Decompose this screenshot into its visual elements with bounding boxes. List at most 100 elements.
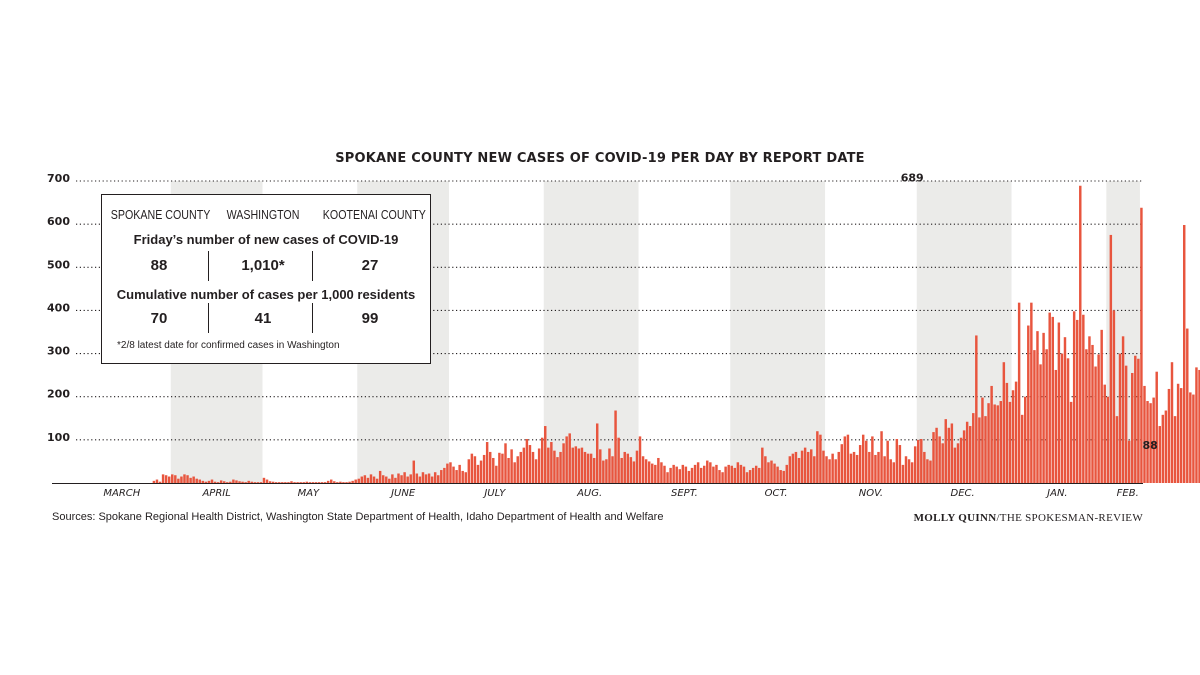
bar	[956, 443, 960, 483]
bar	[926, 459, 929, 483]
bar	[326, 480, 330, 483]
bar	[644, 459, 648, 483]
bar	[232, 479, 235, 483]
bar	[244, 482, 247, 483]
bar	[840, 444, 844, 483]
bar	[907, 459, 911, 483]
bar	[550, 442, 553, 483]
bar	[822, 450, 825, 483]
bar	[262, 477, 266, 483]
bar	[525, 438, 529, 483]
y-tick-label: 100	[47, 431, 70, 444]
bar	[1167, 388, 1171, 483]
bar	[369, 474, 373, 483]
bar	[1002, 362, 1006, 483]
bar	[849, 453, 853, 483]
bar	[1186, 328, 1189, 483]
bar	[1109, 234, 1113, 483]
bar	[1121, 336, 1125, 483]
bar	[855, 454, 859, 483]
bar	[433, 472, 437, 483]
bar	[828, 459, 831, 483]
bar	[219, 480, 223, 483]
x-tick-label: JULY	[482, 488, 506, 499]
bar	[889, 459, 892, 483]
daily-value-spokane: 88	[150, 257, 168, 274]
bar	[913, 446, 917, 483]
bar	[834, 459, 837, 483]
bar	[1088, 336, 1091, 483]
bar	[458, 464, 461, 483]
bar	[678, 469, 681, 483]
bar	[537, 448, 541, 483]
bar	[592, 457, 596, 483]
bar	[418, 476, 422, 483]
bar	[1033, 350, 1036, 483]
bar	[626, 453, 630, 483]
y-tick-label: 700	[47, 172, 70, 185]
bar	[1005, 382, 1009, 483]
bar	[920, 438, 923, 483]
bar	[201, 480, 205, 483]
bar	[476, 464, 480, 483]
bar	[302, 482, 305, 483]
bar	[736, 462, 740, 483]
bar	[709, 462, 712, 483]
month-shade-band	[730, 181, 826, 483]
bar	[651, 463, 654, 483]
bar	[663, 465, 666, 483]
bar	[586, 453, 590, 483]
x-tick-label: SEPT.	[671, 488, 698, 499]
bar	[910, 462, 914, 483]
bar	[944, 419, 947, 483]
bar	[504, 443, 507, 483]
bar	[381, 475, 385, 483]
bar	[360, 476, 364, 483]
divider	[208, 303, 209, 333]
bar	[813, 456, 816, 483]
bar	[1198, 369, 1200, 483]
bar	[987, 403, 990, 483]
bar	[972, 413, 975, 483]
bar	[791, 453, 795, 483]
bar	[287, 482, 290, 483]
bar	[409, 474, 412, 483]
bar	[559, 451, 562, 483]
bar	[363, 475, 367, 483]
bar	[1140, 207, 1143, 483]
bar	[378, 470, 382, 483]
annotations: 689 88	[901, 172, 1158, 452]
bar	[968, 426, 972, 483]
bar	[773, 463, 776, 483]
byline-name: MOLLY QUINN	[913, 512, 997, 524]
byline-outlet: /THE SPOKESMAN-REVIEW	[996, 512, 1143, 524]
bar	[666, 472, 669, 483]
bar	[348, 481, 351, 483]
bar	[929, 460, 932, 483]
bar	[1094, 366, 1097, 483]
bar	[498, 452, 501, 483]
bar	[699, 467, 703, 483]
bar	[1069, 401, 1073, 483]
bar	[296, 482, 299, 483]
bar	[253, 482, 257, 483]
bar	[174, 475, 177, 483]
bar	[1085, 349, 1088, 483]
bar	[932, 432, 935, 483]
bar	[611, 456, 614, 483]
bar	[623, 451, 626, 483]
column-header-spokane: SPOKANE COUNTY	[110, 207, 211, 222]
bar	[446, 463, 449, 483]
bar	[751, 467, 755, 483]
bar	[400, 475, 403, 483]
bar	[947, 427, 951, 483]
bar	[886, 440, 889, 483]
bar	[479, 460, 483, 483]
bar	[345, 482, 348, 483]
bar	[507, 457, 510, 483]
bar	[583, 451, 587, 483]
bar	[333, 481, 336, 483]
bar	[1008, 401, 1012, 483]
bar	[152, 480, 156, 483]
bar	[1039, 364, 1042, 483]
